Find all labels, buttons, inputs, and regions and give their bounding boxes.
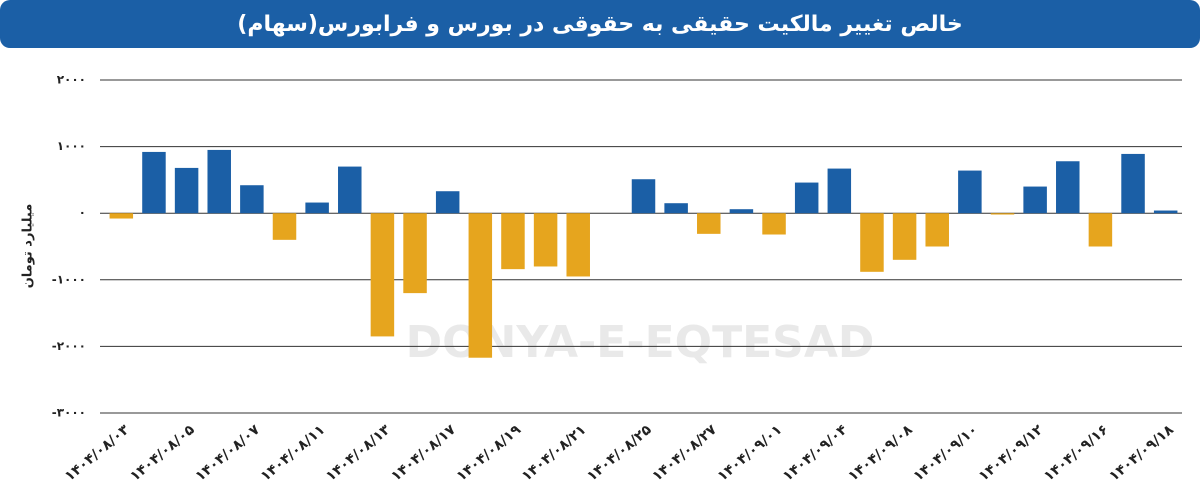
x-tick-label: ۱۴۰۴/۰۸/۱۷ — [388, 422, 459, 485]
chart-title: خالص تغییر مالکیت حقیقی به حقوقی در بورس… — [237, 12, 962, 37]
bar — [109, 213, 134, 219]
bar — [174, 167, 199, 214]
x-tick-label: ۱۴۰۴/۰۹/۰۸ — [845, 422, 916, 485]
bar — [664, 203, 688, 214]
x-tick-label: ۱۴۰۴/۰۸/۰۵ — [127, 422, 198, 485]
bar — [892, 213, 917, 260]
x-tick-label: ۱۴۰۴/۰۹/۱۲ — [976, 422, 1047, 485]
x-tick-label: ۱۴۰۴/۰۹/۱۰ — [911, 422, 981, 485]
bar — [240, 185, 264, 214]
bar — [1088, 213, 1113, 247]
bar — [207, 149, 231, 214]
x-tick-label: ۱۴۰۴/۰۸/۱۱ — [258, 422, 328, 485]
bar — [1153, 210, 1178, 214]
bar — [1023, 186, 1047, 214]
bar — [958, 170, 982, 214]
x-tick-label: ۱۴۰۴/۰۸/۲۷ — [649, 422, 720, 485]
bar — [1121, 153, 1145, 214]
y-axis-label: میلیارد تومان — [21, 204, 36, 289]
bar — [1056, 161, 1080, 214]
bar — [697, 213, 721, 234]
x-tick-label: ۱۴۰۴/۰۸/۲۱ — [519, 422, 589, 485]
x-tick-label: ۱۴۰۴/۰۸/۰۳ — [62, 422, 133, 485]
bar — [501, 213, 525, 270]
y-tick-label: -۲۰۰۰ — [52, 339, 86, 353]
bar — [370, 213, 395, 337]
x-tick-label: ۱۴۰۴/۰۹/۱۸ — [1106, 422, 1177, 485]
bar — [860, 213, 884, 272]
bar — [925, 213, 949, 247]
header-bar — [0, 0, 1200, 48]
x-tick-label: ۱۴۰۴/۰۸/۰۷ — [193, 422, 264, 485]
bar — [142, 151, 166, 214]
bar — [305, 202, 329, 214]
bar — [631, 179, 656, 214]
bar — [272, 213, 297, 240]
bar — [729, 209, 754, 214]
bar — [566, 213, 590, 277]
x-tick-label: ۱۴۰۴/۰۹/۱۶ — [1041, 422, 1111, 485]
bar — [990, 213, 1015, 215]
bar — [827, 168, 852, 214]
x-tick-label: ۱۴۰۴/۰۹/۰۱ — [715, 422, 785, 485]
bar — [762, 213, 786, 235]
y-tick-label: ۱۰۰۰ — [57, 139, 86, 153]
bar — [533, 213, 558, 267]
bar — [794, 182, 819, 214]
x-tick-label: ۱۴۰۴/۰۸/۱۹ — [454, 422, 525, 485]
bar — [403, 213, 427, 294]
bar — [468, 213, 493, 358]
bar — [338, 166, 362, 214]
y-tick-label: -۱۰۰۰ — [52, 272, 86, 286]
x-tick-label: ۱۴۰۴/۰۸/۱۳ — [323, 422, 394, 485]
x-tick-label: ۱۴۰۴/۰۹/۰۴ — [780, 422, 851, 485]
y-tick-label: ۲۰۰۰ — [57, 73, 86, 87]
y-tick-label: ۰ — [79, 206, 86, 220]
y-tick-label: -۳۰۰۰ — [52, 406, 86, 420]
bar — [435, 191, 460, 214]
x-tick-label: ۱۴۰۴/۰۸/۲۵ — [584, 422, 655, 485]
